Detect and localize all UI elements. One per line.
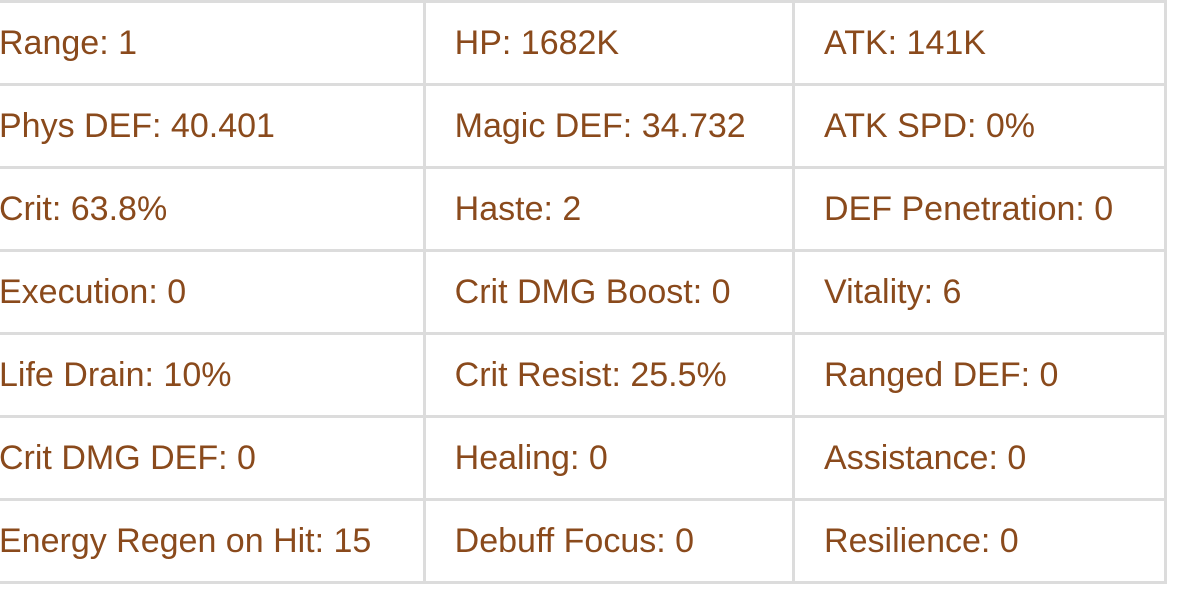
table-row: Energy Regen on Hit: 15 Debuff Focus: 0 Re…: [0, 498, 1167, 584]
table-row: Execution: 0 Crit DMG Boost: 0 Vitality: 6: [0, 249, 1167, 335]
stat-cell: Vitality: 6: [792, 249, 1167, 335]
stat-cell: Healing: 0: [422, 415, 796, 501]
stat-cell: Life Drain: 10%: [0, 332, 426, 418]
stat-cell: Ranged DEF: 0: [792, 332, 1167, 418]
stat-cell: Crit DMG DEF: 0: [0, 415, 426, 501]
table-row: Range: 1 HP: 1682K ATK: 141K: [0, 0, 1167, 86]
stat-cell: ATK SPD: 0%: [792, 83, 1167, 169]
stats-table: Range: 1 HP: 1682K ATK: 141K Phys DEF: 40.4…: [0, 0, 1167, 584]
stat-cell: Range: 1: [0, 0, 426, 86]
table-row: Phys DEF: 40.401 Magic DEF: 34.732 ATK SPD…: [0, 83, 1167, 169]
stat-cell: DEF Penetration: 0: [792, 166, 1167, 252]
stat-cell: Phys DEF: 40.401: [0, 83, 426, 169]
stat-cell: Magic DEF: 34.732: [422, 83, 796, 169]
stat-cell: HP: 1682K: [422, 0, 796, 86]
stat-cell: Debuff Focus: 0: [422, 498, 796, 584]
stat-cell: Crit Resist: 25.5%: [422, 332, 796, 418]
stat-cell: Haste: 2: [422, 166, 796, 252]
table-row: Crit DMG DEF: 0 Healing: 0 Assistance: 0: [0, 415, 1167, 501]
stat-cell: Crit DMG Boost: 0: [422, 249, 796, 335]
stat-cell: Resilience: 0: [792, 498, 1167, 584]
stat-cell: Assistance: 0: [792, 415, 1167, 501]
table-row: Life Drain: 10% Crit Resist: 25.5% Ranged …: [0, 332, 1167, 418]
stat-cell: Crit: 63.8%: [0, 166, 426, 252]
table-row: Crit: 63.8% Haste: 2 DEF Penetration: 0: [0, 166, 1167, 252]
stat-cell: Execution: 0: [0, 249, 426, 335]
stat-cell: Energy Regen on Hit: 15: [0, 498, 426, 584]
stat-cell: ATK: 141K: [792, 0, 1167, 86]
